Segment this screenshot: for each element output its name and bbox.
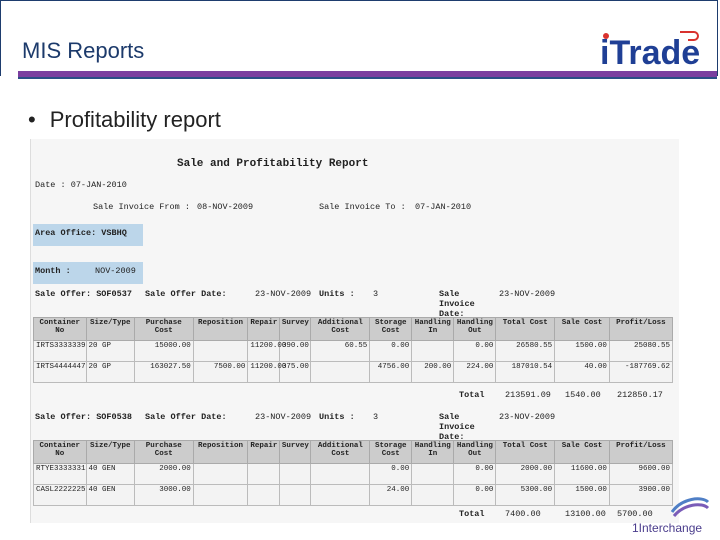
month-box <box>33 262 143 284</box>
title-underline <box>18 71 717 77</box>
table-header: Container No Size/Type Purchase Cost Reposi… <box>33 440 674 464</box>
total-label: Total <box>459 390 485 400</box>
footer-brand: 1Interchange <box>632 521 703 535</box>
table-row: IRTS4444447 20 GP 163027.50 7500.00 11200.00… <box>33 361 674 383</box>
invoice-from-value: 08-NOV-2009 <box>197 202 254 212</box>
slide-title: MIS Reports <box>22 38 145 63</box>
sale-offer: Sale Offer: SOF0538 <box>35 412 132 422</box>
total-cost: 213591.09 <box>505 390 551 400</box>
total-profit: 212850.17 <box>617 390 663 400</box>
bullet-icon: • <box>28 107 36 132</box>
svg-text:iTrade: iTrade <box>600 34 700 70</box>
invoice-to-label: Sale Invoice To : <box>319 202 406 212</box>
total-cost: 7400.00 <box>505 509 541 519</box>
report-table: Container No Size/Type Purchase Cost Reposi… <box>33 440 674 506</box>
area-office-box <box>33 224 143 246</box>
units-label: Units : <box>319 412 355 422</box>
offer-date: 23-NOV-2009 <box>255 289 312 299</box>
invoice-to-value: 07-JAN-2010 <box>415 202 472 212</box>
table-row: IRTS3333339 20 GP 15000.00 11200.00 390.00 60… <box>33 340 674 362</box>
sale-offer: Sale Offer: SOF0537 <box>35 289 132 299</box>
units-value: 3 <box>373 412 379 422</box>
total-label: Total <box>459 509 485 519</box>
total-sale: 13100.00 <box>565 509 606 519</box>
offer-date-label: Sale Offer Date: <box>145 289 227 299</box>
table-header: Container No Size/Type Purchase Cost Reposi… <box>33 317 674 341</box>
title-underline-accent <box>18 77 717 79</box>
bullet-item: • Profitability report <box>28 107 221 133</box>
offer-date: 23-NOV-2009 <box>255 412 312 422</box>
total-profit: 5700.00 <box>617 509 653 519</box>
table-row: RTYE3333331 40 GEN 2000.00 0.00 0.00 2000.00 1… <box>33 463 674 485</box>
table-row: CASL2222225 40 GEN 3000.00 24.00 0.00 5300.00… <box>33 484 674 506</box>
month-value: NOV-2009 <box>95 266 136 276</box>
total-sale: 1540.00 <box>565 390 601 400</box>
month-label: Month : <box>35 266 71 276</box>
report-table: Container No Size/Type Purchase Cost Reposi… <box>33 317 674 383</box>
itrade-logo: iTrade <box>600 31 700 70</box>
report-title: Sale and Profitability Report <box>177 158 369 170</box>
offer-date-label: Sale Offer Date: <box>145 412 227 422</box>
invoice-date: 23-NOV-2009 <box>499 412 556 422</box>
units-label: Units : <box>319 289 355 299</box>
bullet-text: Profitability report <box>49 107 221 132</box>
interchange-logo-icon <box>670 497 710 518</box>
invoice-date: 23-NOV-2009 <box>499 289 556 299</box>
area-office: Area Office: VSBHQ <box>35 228 127 238</box>
report-screenshot: Sale and Profitability Report Date : 07-… <box>30 139 679 523</box>
report-date: Date : 07-JAN-2010 <box>35 180 127 190</box>
slide-frame <box>0 0 718 76</box>
invoice-from-label: Sale Invoice From : <box>93 202 190 212</box>
invoice-date-label: Sale Invoice Date: <box>439 289 475 319</box>
units-value: 3 <box>373 289 379 299</box>
invoice-date-label: Sale Invoice Date: <box>439 412 475 442</box>
